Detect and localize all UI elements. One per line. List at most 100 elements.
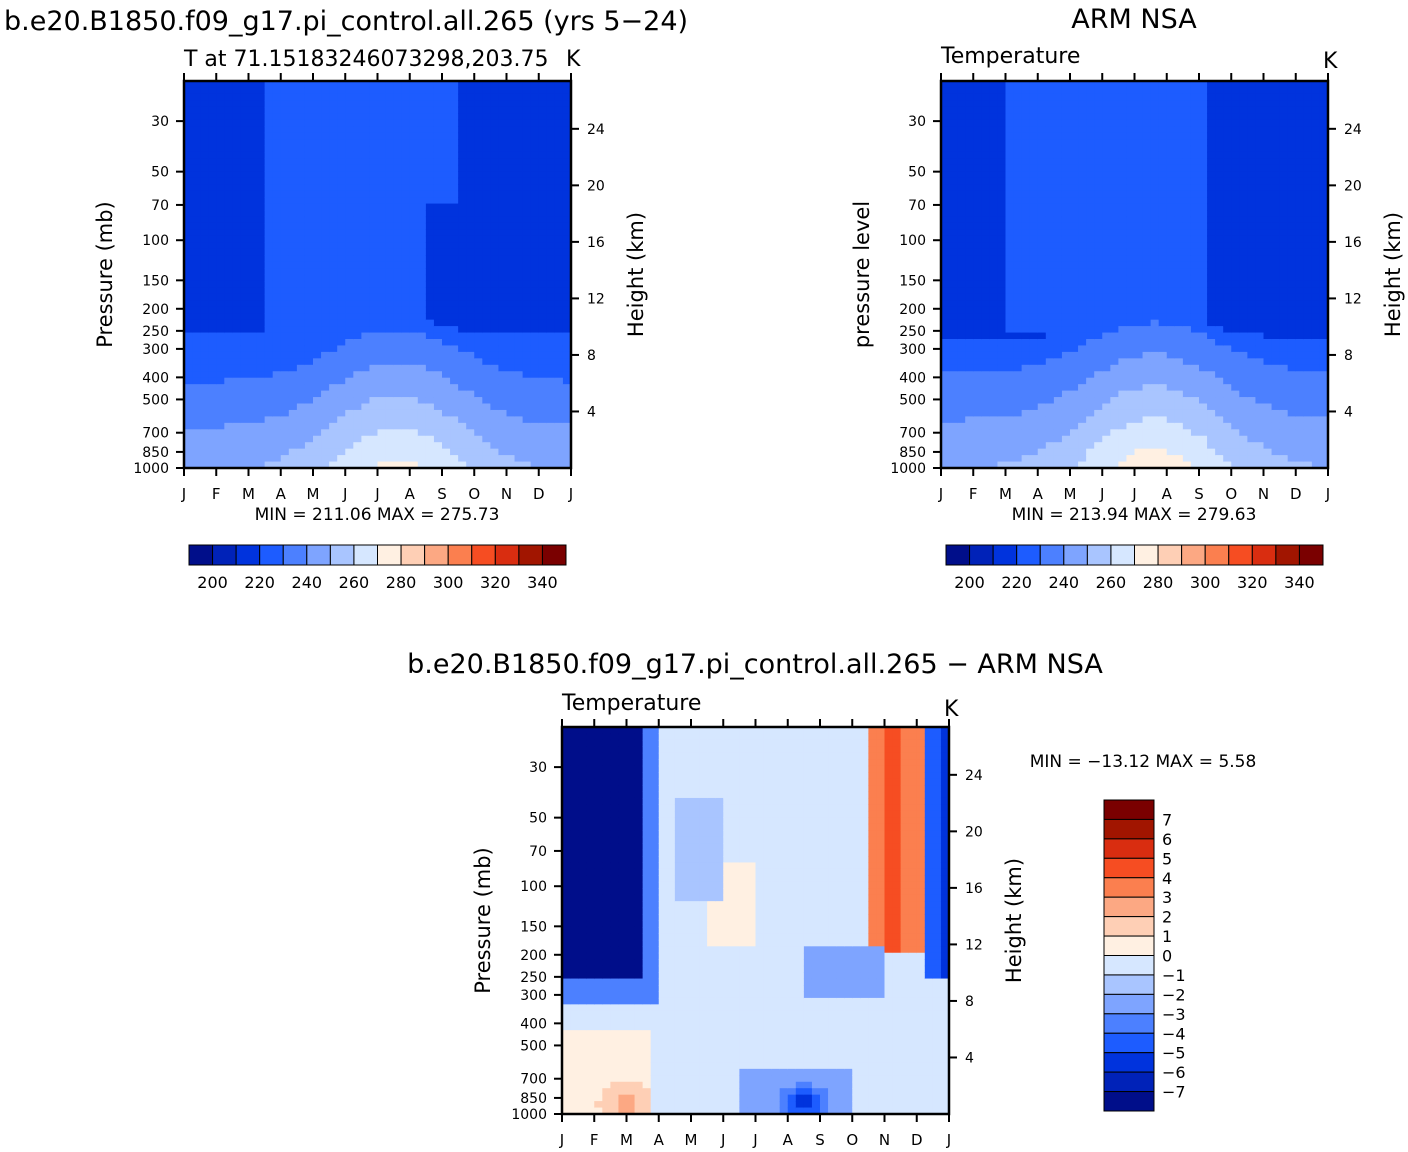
heatmap-cell	[1021, 261, 1031, 269]
heatmap-cell	[377, 229, 387, 237]
heatmap-cell	[1021, 184, 1031, 192]
heatmap-cell	[1013, 345, 1023, 353]
heatmap-cell	[401, 397, 411, 405]
heatmap-cell	[538, 93, 548, 101]
heatmap-cell	[224, 429, 233, 437]
heatmap-cell	[1094, 293, 1103, 301]
heatmap-cell	[1110, 422, 1119, 430]
heatmap-cell	[248, 442, 258, 450]
heatmap-cell	[997, 435, 1007, 443]
heatmap-cell	[272, 403, 282, 411]
heatmap-cell	[264, 351, 274, 359]
heatmap-cell	[256, 145, 266, 153]
heatmap-cell	[393, 345, 403, 353]
heatmap-cell	[272, 429, 282, 437]
heatmap-cell	[965, 158, 974, 166]
heatmap-cell	[200, 177, 209, 185]
heatmap-cell	[1102, 326, 1111, 334]
heatmap-cell	[1102, 190, 1111, 198]
heatmap-cell	[941, 274, 950, 282]
heatmap-cell	[417, 409, 427, 417]
heatmap-cell	[466, 300, 475, 308]
heatmap-cell	[957, 106, 966, 114]
heatmap-cell	[498, 326, 508, 334]
heatmap-cell	[248, 461, 258, 469]
heatmap-cell	[337, 339, 346, 347]
heatmap-cell	[232, 87, 242, 95]
heatmap-cell	[949, 126, 958, 134]
heatmap-cell	[949, 139, 958, 147]
heatmap-cell	[1118, 151, 1128, 159]
heatmap-cell	[200, 397, 209, 405]
heatmap-cell	[458, 100, 467, 108]
heatmap-cell	[522, 280, 532, 288]
heatmap-cell	[981, 442, 990, 450]
heatmap-cell	[1150, 235, 1160, 243]
heatmap-cell	[1166, 164, 1176, 172]
heatmap-cell	[184, 261, 193, 269]
heatmap-cell	[369, 87, 379, 95]
heatmap-cell	[208, 442, 217, 450]
heatmap-cell	[562, 442, 572, 450]
heatmap-cell	[538, 81, 548, 89]
heatmap-cell	[1021, 455, 1031, 463]
heatmap-cell	[264, 126, 274, 134]
heatmap-cell	[989, 332, 999, 340]
heatmap-cell	[490, 145, 500, 153]
heatmap-cell	[949, 171, 958, 179]
heatmap-cell	[248, 280, 258, 288]
heatmap-cell	[514, 203, 524, 211]
heatmap-cell	[554, 222, 564, 230]
heatmap-cell	[417, 371, 427, 379]
heatmap-cell	[288, 422, 298, 430]
heatmap-cell	[1166, 371, 1176, 379]
heatmap-cell	[474, 403, 483, 411]
heatmap-cell	[450, 371, 459, 379]
heatmap-cell	[1078, 235, 1087, 243]
heatmap-cell	[369, 351, 379, 359]
heatmap-cell	[1094, 222, 1103, 230]
heatmap-cell	[216, 345, 225, 353]
colorbar-swatch	[259, 544, 284, 566]
heatmap-cell	[409, 139, 419, 147]
heatmap-cell	[232, 132, 242, 140]
heatmap-cell	[1174, 274, 1184, 282]
colorbar-label: 300	[433, 573, 464, 592]
heatmap-cell	[1005, 242, 1015, 250]
heatmap-cell	[506, 339, 516, 347]
heatmap-cell	[1013, 119, 1023, 127]
heatmap-cell	[417, 274, 427, 282]
heatmap-cell	[232, 145, 242, 153]
heatmap-cell	[304, 216, 314, 224]
heatmap-cell	[522, 461, 532, 469]
heatmap-cell	[280, 403, 290, 411]
heatmap-cell	[1199, 210, 1208, 218]
heatmap-cell	[482, 81, 491, 89]
heatmap-cell	[409, 416, 419, 424]
heatmap-cell	[345, 106, 354, 114]
heatmap-cell	[514, 313, 524, 321]
heatmap-cell	[321, 319, 330, 327]
heatmap-cell	[997, 242, 1007, 250]
heatmap-cell	[981, 313, 990, 321]
heatmap-cell	[264, 371, 274, 379]
heatmap-cell	[450, 81, 459, 89]
heatmap-cell	[425, 268, 435, 276]
heatmap-cell	[401, 429, 411, 437]
heatmap-cell	[1182, 164, 1192, 172]
heatmap-cell	[409, 197, 419, 205]
heatmap-cell	[482, 261, 491, 269]
heatmap-cell	[1158, 403, 1168, 411]
heatmap-cell	[1190, 371, 1200, 379]
heatmap-cell	[272, 345, 282, 353]
heatmap-cell	[248, 216, 258, 224]
heatmap-cell	[288, 93, 298, 101]
heatmap-cell	[1029, 448, 1039, 456]
heatmap-cell	[538, 442, 548, 450]
heatmap-cell	[272, 177, 282, 185]
heatmap-cell	[530, 461, 540, 469]
heatmap-cell	[1037, 422, 1047, 430]
heatmap-cell	[989, 184, 999, 192]
heatmap-cell	[1182, 190, 1192, 198]
heatmap-cell	[240, 448, 250, 456]
